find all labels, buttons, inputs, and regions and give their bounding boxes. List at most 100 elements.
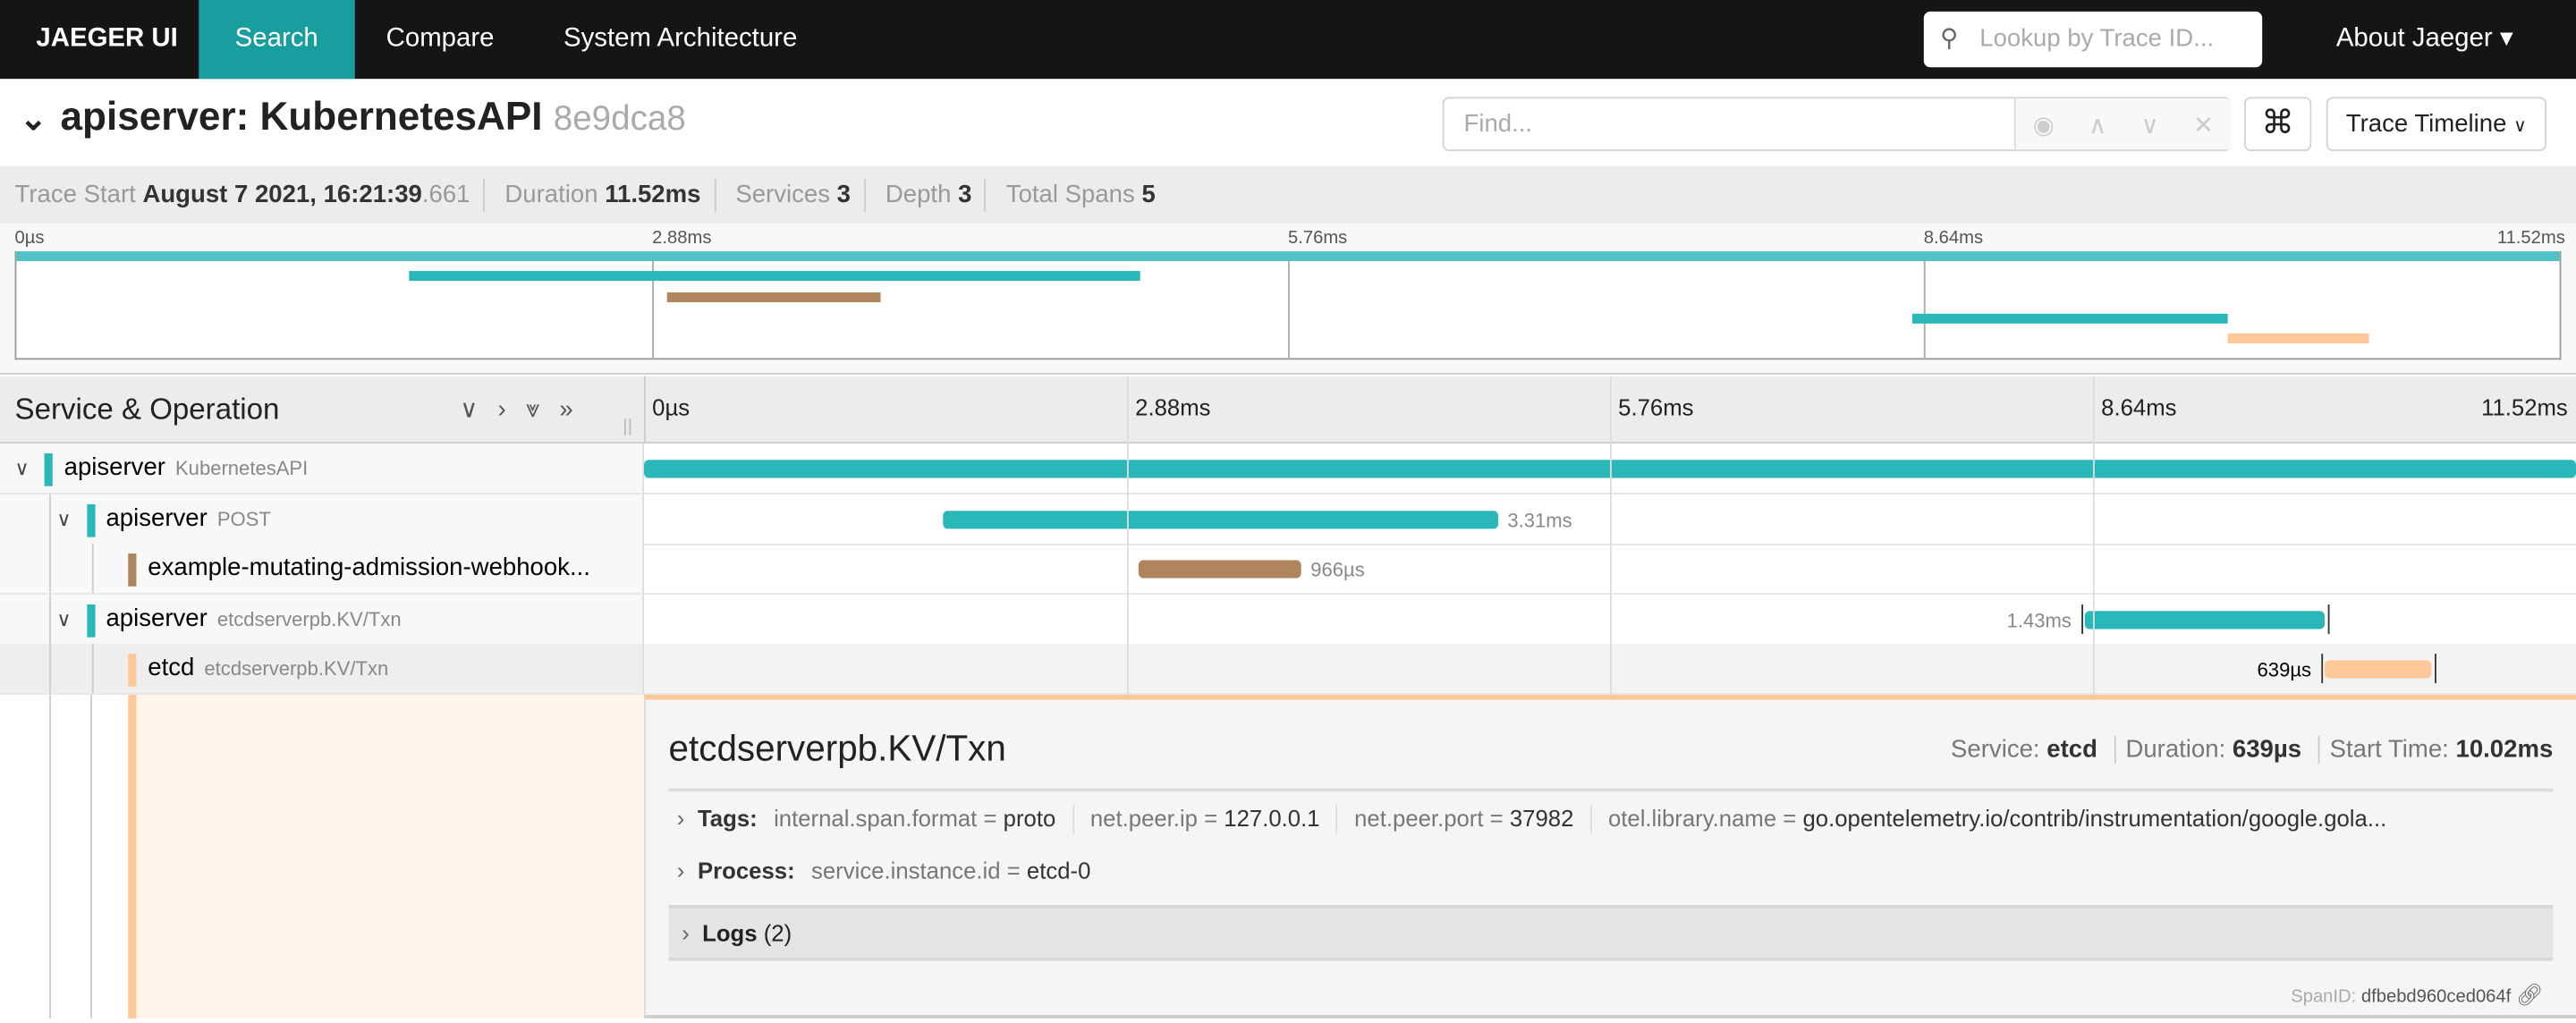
timeline-gridline: [1126, 376, 1129, 695]
logs-count: (2): [763, 919, 792, 946]
key-value-item: otel.library.name = go.opentelemetry.io/…: [1607, 804, 2387, 832]
duration-value: 11.52ms: [605, 181, 701, 209]
timeline-gridline: [1609, 376, 1612, 695]
start-ms: .661: [421, 181, 470, 209]
tab-system-architecture[interactable]: System Architecture: [563, 24, 798, 53]
key-value-item: net.peer.port = 37982: [1354, 804, 1574, 832]
link-icon[interactable]: 🔗︎: [2515, 982, 2544, 1007]
chevron-down-icon[interactable]: ∨: [56, 607, 72, 630]
chevron-down-icon[interactable]: ∨: [56, 506, 72, 530]
brand-logo[interactable]: JAEGER UI: [36, 24, 178, 53]
keyboard-shortcuts-button[interactable]: ⌘: [2243, 97, 2312, 151]
minimap-gridline: [1287, 251, 1290, 360]
trace-id-lookup-input[interactable]: ⚲ Lookup by Trace ID...: [1923, 11, 2263, 68]
span-bar[interactable]: [942, 510, 1498, 528]
span-name-cell[interactable]: ∨ apiserver etcdserverpb.KV/Txn: [0, 594, 644, 644]
minimap-span-bar: [667, 292, 881, 302]
minimap-canvas[interactable]: [14, 251, 2562, 360]
logs-section[interactable]: › Logs (2): [668, 905, 2554, 961]
span-bar[interactable]: [1139, 560, 1301, 579]
minimap-tick: 5.76ms: [1287, 228, 1348, 249]
chevron-down-icon[interactable]: ∨: [14, 456, 30, 480]
command-icon: ⌘: [2261, 105, 2294, 141]
operation-name: etcdserverpb.KV/Txn: [216, 607, 402, 630]
minimap-span-bar: [16, 251, 2560, 262]
span-name-cell[interactable]: example-mutating-admission-webhook...: [0, 544, 644, 594]
service-operation-header: Service & Operation ∨›⩔»: [0, 376, 644, 444]
key-value-item: net.peer.ip = 127.0.0.1: [1089, 804, 1320, 832]
span-row[interactable]: etcd etcdserverpb.KV/Txn 639µs: [0, 644, 2576, 696]
view-select[interactable]: Trace Timeline ∨: [2326, 97, 2546, 151]
span-name-cell[interactable]: etcd etcdserverpb.KV/Txn: [0, 644, 644, 694]
prev-result-icon[interactable]: ∧: [2089, 110, 2107, 140]
timeline-tick: 0µs: [652, 393, 691, 421]
service-name: apiserver: [106, 604, 208, 632]
next-result-icon[interactable]: ∨: [2140, 110, 2159, 140]
depth-label: Depth: [885, 181, 952, 209]
trace-minimap[interactable]: 0µs 2.88ms 5.76ms 8.64ms 11.52ms: [0, 223, 2576, 375]
process-section[interactable]: › Process: service.instance.id = etcd-0: [669, 858, 1091, 884]
span-row[interactable]: ∨ apiserver etcdserverpb.KV/Txn 1.43ms: [0, 594, 2576, 646]
minimap-span-bar: [2228, 333, 2370, 343]
expand-all-icon[interactable]: »: [559, 395, 593, 424]
service-name: apiserver: [64, 452, 165, 482]
find-placeholder: Find...: [1463, 110, 1533, 139]
column-title: Service & Operation: [14, 392, 280, 426]
span-duration-label: 966µs: [1310, 558, 1365, 582]
span-row[interactable]: example-mutating-admission-webhook... 966…: [0, 544, 2576, 596]
span-bar[interactable]: [2324, 661, 2432, 680]
service-color-bar: [128, 554, 137, 588]
start-value: August 7 2021, 16:21:39: [142, 181, 422, 209]
minimap-gridline: [1923, 251, 1926, 360]
tags-section[interactable]: › Tags: internal.span.format = proto net.pe…: [669, 805, 2387, 835]
search-icon: ⚲: [1940, 24, 1959, 53]
tab-search[interactable]: Search: [199, 0, 355, 80]
service-color-bar: [128, 654, 137, 688]
chevron-right-icon: ›: [682, 919, 690, 946]
timeline-gridline: [2092, 376, 2095, 695]
chevron-right-icon: ›: [676, 857, 685, 884]
timeline-tick: 8.64ms: [2101, 393, 2177, 421]
operation-name: KubernetesAPI: [174, 456, 309, 480]
depth-value: 3: [958, 181, 972, 209]
key-value-item: service.instance.id = etcd-0: [811, 857, 1091, 884]
expand-one-icon[interactable]: ›: [497, 395, 526, 424]
span-row[interactable]: ∨ apiserver KubernetesAPI: [0, 443, 2576, 495]
span-bar[interactable]: [2084, 610, 2325, 630]
span-row[interactable]: ∨ apiserver POST 3.31ms: [0, 494, 2576, 545]
collapse-chevron-icon[interactable]: ⌄: [20, 101, 47, 139]
minimap-span-bar: [409, 271, 1140, 282]
tab-compare[interactable]: Compare: [386, 24, 495, 53]
key-value-item: internal.span.format = proto: [774, 804, 1056, 832]
resize-handle[interactable]: [623, 418, 631, 435]
collapse-all-icon[interactable]: ⩔: [525, 395, 560, 424]
trace-summary: Trace Start August 7 2021, 16:21:39.661 …: [0, 165, 2576, 224]
chevron-down-icon: ∨: [2513, 116, 2527, 137]
locate-icon[interactable]: ◉: [2032, 110, 2055, 140]
service-name: apiserver: [106, 503, 208, 532]
section-label: Process:: [698, 857, 795, 884]
service-name: etcd: [148, 654, 195, 682]
span-detail-panel: etcdserverpb.KV/Txn Service: etcd Durati…: [643, 694, 2576, 1019]
timeline-tick: 11.52ms: [2481, 393, 2568, 421]
span-overview: Service: etcd Duration: 639µs Start Time…: [1951, 735, 2554, 765]
clear-icon[interactable]: ✕: [2192, 110, 2215, 140]
service-name: example-mutating-admission-webhook...: [148, 554, 590, 582]
span-duration-label: 3.31ms: [1507, 508, 1572, 532]
service-color-bar: [86, 503, 95, 537]
about-jaeger-menu[interactable]: About Jaeger ▾: [2335, 24, 2513, 53]
top-nav: JAEGER UI Search Compare System Architec…: [0, 0, 2576, 80]
find-input[interactable]: Find... ◉ ∧ ∨ ✕: [1442, 97, 2232, 151]
collapse-one-icon[interactable]: ∨: [460, 395, 498, 424]
service-color-bar: [44, 452, 53, 486]
start-label: Trace Start: [14, 181, 136, 209]
minimap-tick: 0µs: [14, 228, 45, 249]
span-name-cell[interactable]: ∨ apiserver KubernetesAPI: [0, 443, 644, 494]
timeline-tick: 2.88ms: [1135, 393, 1211, 421]
trace-id: 8e9dca8: [553, 100, 686, 139]
span-name-cell[interactable]: ∨ apiserver POST: [0, 494, 644, 544]
view-select-value: Trace Timeline: [2345, 110, 2507, 139]
duration-label: Duration: [504, 181, 598, 209]
spans-value: 5: [1141, 181, 1156, 209]
span-duration-label: 1.43ms: [2006, 609, 2072, 632]
